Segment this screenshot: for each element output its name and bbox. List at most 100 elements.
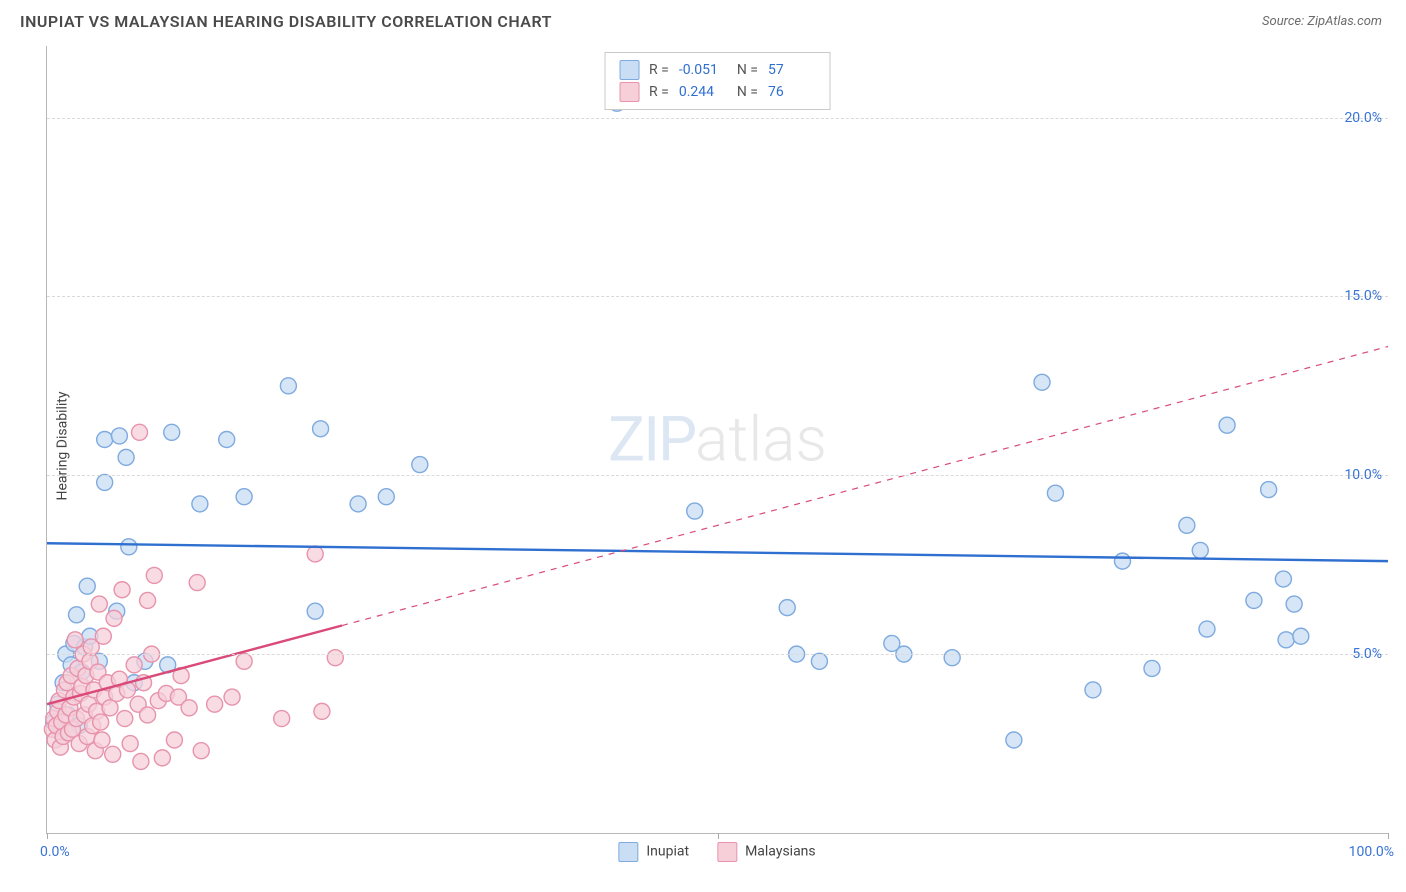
n-value-malaysians: 76 — [768, 81, 816, 103]
scatter-point — [97, 432, 113, 448]
scatter-point — [1047, 485, 1063, 501]
scatter-point — [378, 489, 394, 505]
scatter-point — [1278, 632, 1294, 648]
scatter-point — [1085, 682, 1101, 698]
correlation-legend: R = -0.051 N = 57 R = 0.244 N = 76 — [604, 52, 831, 110]
scatter-point — [106, 610, 122, 626]
x-max-label: 100.0% — [1349, 844, 1394, 860]
n-label: N = — [737, 81, 758, 103]
y-tick-label: 10.0% — [1344, 467, 1382, 483]
scatter-point — [105, 746, 121, 762]
scatter-point — [1144, 660, 1160, 676]
scatter-point — [121, 539, 137, 555]
legend-label-inupiat: Inupiat — [646, 844, 689, 860]
legend-label-malaysians: Malaysians — [745, 844, 816, 860]
scatter-svg — [47, 46, 1388, 833]
scatter-point — [274, 711, 290, 727]
scatter-point — [97, 474, 113, 490]
scatter-point — [944, 650, 960, 666]
scatter-point — [219, 432, 235, 448]
y-tick-label: 20.0% — [1344, 110, 1382, 126]
chart-title: INUPIAT VS MALAYSIAN HEARING DISABILITY … — [20, 12, 552, 31]
scatter-point — [164, 424, 180, 440]
scatter-point — [327, 650, 343, 666]
scatter-point — [189, 575, 205, 591]
swatch-inupiat — [618, 842, 638, 862]
gridline — [47, 654, 1388, 655]
gridline — [47, 475, 1388, 476]
scatter-point — [122, 736, 138, 752]
n-value-inupiat: 57 — [768, 59, 816, 81]
gridline — [47, 118, 1388, 119]
scatter-point — [687, 503, 703, 519]
scatter-point — [126, 657, 142, 673]
legend-row-inupiat: R = -0.051 N = 57 — [619, 59, 816, 81]
n-label: N = — [737, 59, 758, 81]
chart-header: INUPIAT VS MALAYSIAN HEARING DISABILITY … — [0, 0, 1406, 39]
scatter-point — [307, 603, 323, 619]
scatter-point — [1246, 592, 1262, 608]
scatter-point — [181, 700, 197, 716]
r-value-inupiat: -0.051 — [679, 59, 727, 81]
scatter-point — [192, 496, 208, 512]
trendline-dashed — [342, 346, 1388, 625]
scatter-point — [236, 653, 252, 669]
scatter-point — [811, 653, 827, 669]
scatter-point — [1199, 621, 1215, 637]
scatter-point — [307, 546, 323, 562]
x-tick — [718, 833, 719, 839]
scatter-point — [114, 582, 130, 598]
scatter-point — [94, 732, 110, 748]
scatter-point — [102, 700, 118, 716]
scatter-point — [133, 753, 149, 769]
scatter-point — [314, 703, 330, 719]
scatter-point — [140, 707, 156, 723]
legend-row-malaysians: R = 0.244 N = 76 — [619, 81, 816, 103]
legend-item-inupiat: Inupiat — [618, 842, 689, 862]
scatter-point — [236, 489, 252, 505]
legend-item-malaysians: Malaysians — [717, 842, 816, 862]
y-tick-label: 15.0% — [1344, 288, 1382, 304]
scatter-point — [207, 696, 223, 712]
scatter-point — [350, 496, 366, 512]
scatter-point — [412, 457, 428, 473]
r-label: R = — [649, 81, 669, 103]
scatter-point — [313, 421, 329, 437]
swatch-malaysians — [717, 842, 737, 862]
scatter-point — [1286, 596, 1302, 612]
x-tick — [47, 833, 48, 839]
scatter-point — [224, 689, 240, 705]
y-tick-label: 5.0% — [1352, 646, 1382, 662]
scatter-point — [95, 628, 111, 644]
scatter-point — [1114, 553, 1130, 569]
scatter-point — [1293, 628, 1309, 644]
swatch-malaysians — [619, 82, 639, 102]
scatter-point — [280, 378, 296, 394]
scatter-point — [117, 711, 133, 727]
scatter-point — [79, 578, 95, 594]
chart-source: Source: ZipAtlas.com — [1262, 14, 1382, 29]
scatter-point — [111, 428, 127, 444]
x-min-label: 0.0% — [40, 844, 70, 860]
scatter-point — [154, 750, 170, 766]
trendline-solid — [47, 543, 1388, 561]
scatter-point — [1261, 482, 1277, 498]
scatter-point — [1034, 374, 1050, 390]
scatter-point — [67, 632, 83, 648]
plot-region: ZIPatlas R = -0.051 N = 57 R = 0.244 N =… — [46, 46, 1388, 834]
swatch-inupiat — [619, 60, 639, 80]
x-tick — [1388, 833, 1389, 839]
scatter-point — [193, 743, 209, 759]
r-label: R = — [649, 59, 669, 81]
scatter-point — [166, 732, 182, 748]
scatter-point — [779, 600, 795, 616]
scatter-point — [1275, 571, 1291, 587]
scatter-point — [132, 424, 148, 440]
r-value-malaysians: 0.244 — [679, 81, 727, 103]
scatter-point — [93, 714, 109, 730]
scatter-point — [146, 567, 162, 583]
chart-area: ZIPatlas R = -0.051 N = 57 R = 0.244 N =… — [46, 46, 1388, 834]
series-legend: Inupiat Malaysians — [618, 842, 815, 862]
scatter-point — [91, 596, 107, 612]
scatter-point — [1179, 517, 1195, 533]
